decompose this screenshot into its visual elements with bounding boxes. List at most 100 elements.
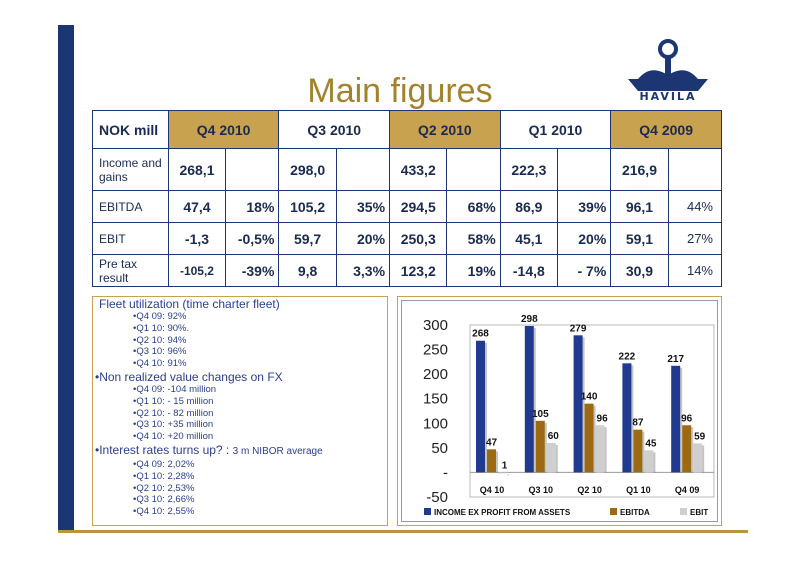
fleet-item: •Q4 10: 91% xyxy=(133,358,187,370)
bar xyxy=(633,429,643,473)
bar-shadow xyxy=(653,452,656,473)
x-tick-label: Q4 10 xyxy=(480,485,505,495)
y-tick-label: - xyxy=(443,464,448,481)
table-header-row: NOK mill Q4 2010 Q3 2010 Q2 2010 Q1 2010… xyxy=(92,110,722,149)
row-label: Pre tax result xyxy=(92,254,169,287)
bar xyxy=(584,403,594,473)
cell-pct: 39% xyxy=(557,190,612,223)
cell-pct: 20% xyxy=(335,222,391,255)
period-header: Q3 2010 xyxy=(278,110,391,149)
period-header: Q2 2010 xyxy=(389,110,501,149)
y-tick-label: 250 xyxy=(423,342,448,359)
cell-value: 222,3 xyxy=(499,148,559,191)
cell-value: 96,1 xyxy=(610,190,669,223)
logo-text: HAVILA xyxy=(639,90,697,103)
bar xyxy=(498,472,507,474)
cell-value: 47,4 xyxy=(167,190,227,223)
table-row: Income and gains 268,1 298,0 433,2 222,3… xyxy=(92,148,723,191)
period-header: Q4 2009 xyxy=(610,110,722,149)
cell-value: -105,2 xyxy=(167,254,227,287)
data-label: 1 xyxy=(502,460,508,471)
data-label: 222 xyxy=(619,351,636,362)
main-figures-table: NOK mill Q4 2010 Q3 2010 Q2 2010 Q1 2010… xyxy=(92,110,723,287)
row-label: Income and gains xyxy=(92,148,169,191)
bar xyxy=(476,340,485,473)
rates-item: •Q2 10: 2,53% xyxy=(133,482,195,494)
bar xyxy=(693,443,703,473)
cell-value: 268,1 xyxy=(167,148,227,191)
rates-item: •Q4 10: 2,55% xyxy=(133,506,195,518)
cell-value: 59,1 xyxy=(610,222,669,255)
y-tick-label: 200 xyxy=(423,366,448,383)
cell-pct xyxy=(225,148,280,191)
bar xyxy=(535,420,545,473)
fx-item: •Q4 10: +20 million xyxy=(133,431,214,443)
rates-item: •Q3 10: 2,66% xyxy=(133,494,195,506)
row-label: EBITDA xyxy=(92,190,169,223)
legend-swatch xyxy=(610,508,617,515)
data-label: 279 xyxy=(570,323,587,334)
table-row: Pre tax result -105,2 -39% 9,8 3,3% 123,… xyxy=(92,254,723,287)
data-label: 60 xyxy=(548,431,560,442)
cell-pct: 19% xyxy=(446,254,501,287)
legend-swatch xyxy=(680,508,687,515)
x-tick-label: Q1 10 xyxy=(626,485,651,495)
bar xyxy=(671,365,681,473)
cell-value: 433,2 xyxy=(389,148,448,191)
bar-shadow xyxy=(544,422,547,473)
x-tick-label: Q4 09 xyxy=(675,485,700,495)
data-label: 59 xyxy=(694,431,706,442)
bar xyxy=(644,450,654,473)
bar xyxy=(546,442,556,473)
cell-value: 298,0 xyxy=(278,148,337,191)
cell-value: 9,8 xyxy=(278,254,337,287)
data-label: 47 xyxy=(486,437,498,448)
cell-pct: 20% xyxy=(557,222,612,255)
y-tick-label: 150 xyxy=(423,391,448,408)
fx-item: •Q3 10: +35 million xyxy=(133,419,214,431)
bar-shadow xyxy=(631,365,634,473)
notes-panel: Fleet utilization (time charter fleet) •… xyxy=(92,296,388,526)
legend-swatch xyxy=(424,508,431,515)
rates-heading-text: •Interest rates turns up? : xyxy=(95,442,230,457)
cell-pct: -0,5% xyxy=(225,222,280,255)
data-label: 45 xyxy=(645,438,657,449)
bar-shadow xyxy=(582,337,585,473)
bar-shadow xyxy=(555,444,558,473)
period-header: Q1 2010 xyxy=(499,110,612,149)
table-row: EBITDA 47,4 18% 105,2 35% 294,5 68% 86,9… xyxy=(92,190,723,223)
havila-logo-icon xyxy=(628,39,708,91)
fleet-item: •Q2 10: 94% xyxy=(133,334,187,346)
cell-value: 216,9 xyxy=(610,148,669,191)
cell-value: 45,1 xyxy=(499,222,559,255)
cell-pct: 18% xyxy=(225,190,280,223)
cell-pct xyxy=(446,148,501,191)
cell-pct: -39% xyxy=(225,254,280,287)
fx-item: •Q1 10: - 15 million xyxy=(133,395,214,407)
x-tick-label: Q3 10 xyxy=(529,485,554,495)
cell-value: 30,9 xyxy=(610,254,669,287)
cell-pct xyxy=(667,148,723,191)
fleet-item: •Q3 10: 96% xyxy=(133,346,187,358)
bar-shadow xyxy=(593,405,596,473)
cell-pct: 14% xyxy=(667,254,723,287)
chart-frame: 300 250 200 150 100 50 - -50 268 47 1 Q4 10 298 105 60… xyxy=(397,296,722,526)
fleet-item: •Q1 10: 90%. xyxy=(133,322,190,334)
data-label: 105 xyxy=(532,409,549,420)
cell-value: -1,3 xyxy=(167,222,227,255)
y-tick-label: 100 xyxy=(423,415,448,432)
fleet-heading: Fleet utilization (time charter fleet) xyxy=(99,297,280,311)
y-tick-label: 50 xyxy=(431,440,448,457)
bar-shadow xyxy=(533,327,536,473)
bar-shadow xyxy=(496,451,498,473)
cell-pct: 44% xyxy=(667,190,723,223)
data-label: 217 xyxy=(667,354,684,365)
bar-shadow xyxy=(604,427,607,473)
bar-shadow xyxy=(507,474,509,476)
legend-label: INCOME EX PROFIT FROM ASSETS xyxy=(434,508,571,517)
rates-heading: •Interest rates turns up? : 3 m NIBOR av… xyxy=(93,443,387,459)
table-row: EBIT -1,3 -0,5% 59,7 20% 250,3 58% 45,1 … xyxy=(92,222,723,255)
cell-pct: 3,3% xyxy=(335,254,391,287)
cell-value: 294,5 xyxy=(389,190,448,223)
y-tick-label: 300 xyxy=(423,317,448,334)
